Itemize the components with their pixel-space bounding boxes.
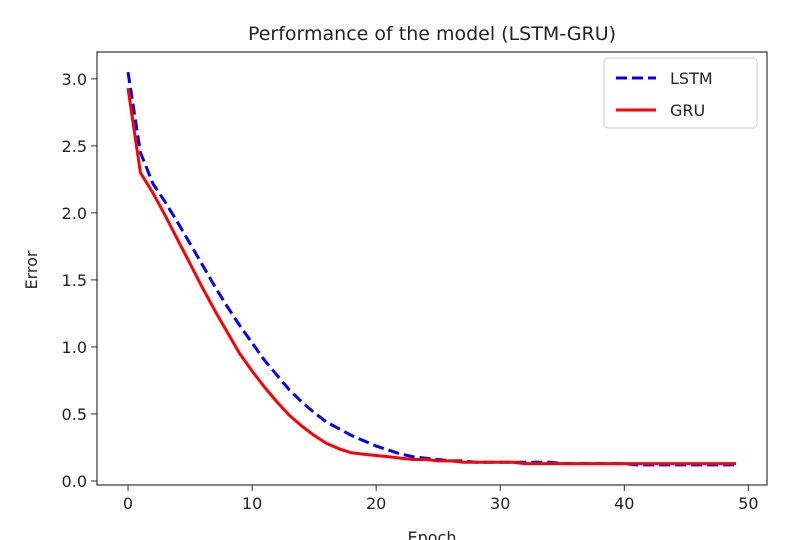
x-tick-label: 50 [738, 494, 758, 513]
x-tick-label: 0 [123, 494, 133, 513]
x-axis-label: Epoch [408, 528, 457, 540]
series-line-lstm [126, 71, 736, 467]
y-tick-label: 2.5 [62, 137, 87, 156]
series-line-gru [126, 87, 736, 466]
y-tick-label: 0.5 [62, 405, 87, 424]
y-tick-label: 0.0 [62, 472, 87, 491]
legend-label-lstm: LSTM [670, 69, 713, 88]
x-tick-label: 30 [490, 494, 510, 513]
x-tick-label: 10 [242, 494, 262, 513]
y-tick-label: 1.5 [62, 271, 87, 290]
y-tick-label: 2.0 [62, 204, 87, 223]
legend-label-gru: GRU [670, 101, 705, 120]
y-tick-label: 1.0 [62, 338, 87, 357]
x-tick-label: 40 [614, 494, 634, 513]
y-axis-label: Error [22, 250, 41, 289]
y-tick-label: 3.0 [62, 70, 87, 89]
plot-area-frame [96, 51, 768, 486]
x-tick-label: 20 [366, 494, 386, 513]
legend: LSTM GRU [603, 57, 758, 129]
chart-title: Performance of the model (LSTM-GRU) [248, 23, 616, 45]
